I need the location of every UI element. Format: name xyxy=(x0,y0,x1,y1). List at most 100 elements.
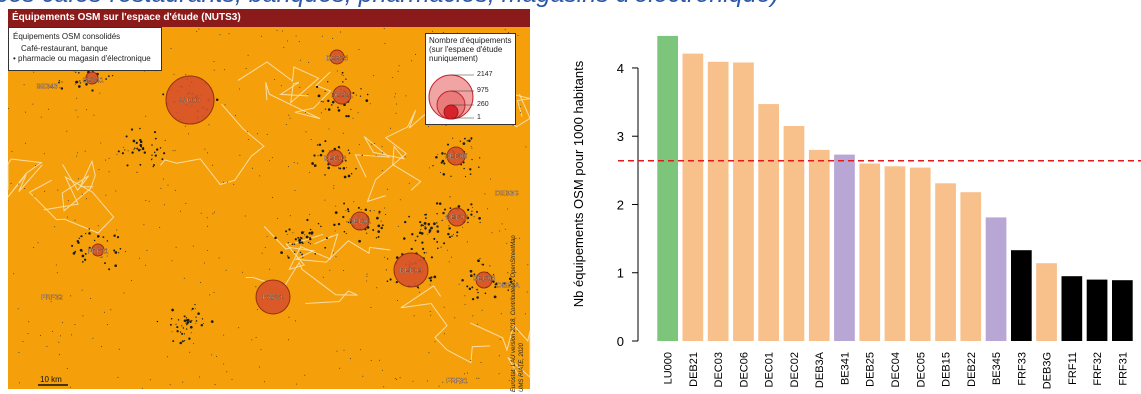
map-equipment-dot xyxy=(153,151,156,154)
map-equipment-dot xyxy=(358,144,360,146)
map-equipment-dot xyxy=(261,35,262,37)
map-equipment-dot xyxy=(192,245,194,247)
map-region-label: DEC06 xyxy=(445,154,468,161)
map-equipment-dot xyxy=(360,349,362,351)
map-equipment-dot xyxy=(429,229,431,231)
map-equipment-dot xyxy=(308,61,310,63)
map-equipment-dot xyxy=(58,81,60,84)
map-equipment-dot xyxy=(408,215,410,218)
map-region-label: FRF11 xyxy=(88,249,109,256)
map-equipment-dot xyxy=(411,60,413,62)
map-equipment-dot xyxy=(471,158,473,161)
map-equipment-dot xyxy=(276,29,278,31)
bar xyxy=(985,217,1007,341)
map-equipment-dot xyxy=(70,295,72,297)
map-equipment-dot xyxy=(428,352,430,354)
map-region-circle xyxy=(475,271,493,289)
map-equipment-dot xyxy=(141,388,143,390)
map-equipment-dot xyxy=(473,273,476,276)
map-equipment-dot xyxy=(60,87,64,90)
map-equipment-dot xyxy=(440,246,442,248)
bar xyxy=(808,149,830,341)
map-equipment-dot xyxy=(182,327,185,329)
y-axis: 0 1 2 3 4 Nb équipements OSM pour 1000 habita… xyxy=(571,60,639,349)
map-equipment-dot xyxy=(366,232,368,234)
map-equipment-dot xyxy=(100,142,102,144)
map-equipment-dot xyxy=(108,75,110,77)
map-equipment-dot xyxy=(212,213,214,215)
map-equipment-dot xyxy=(57,189,59,191)
map-equipment-dot xyxy=(463,167,465,170)
map-equipment-dot xyxy=(152,165,155,168)
map-equipment-dot xyxy=(466,241,468,243)
map-equipment-dot xyxy=(458,283,460,285)
map-equipment-dot xyxy=(432,30,433,32)
map-equipment-dot xyxy=(219,34,221,36)
map-equipment-dot xyxy=(201,318,204,320)
map-equipment-dot xyxy=(366,93,369,96)
map-equipment-dot xyxy=(443,162,446,165)
x-tick-label: DEC01 xyxy=(764,352,776,387)
bar xyxy=(1061,276,1083,341)
map-equipment-dot xyxy=(288,228,291,231)
map-equipment-dot xyxy=(432,165,434,167)
y-tick-label: 4 xyxy=(617,61,624,76)
map-region-label: DEC04 xyxy=(400,268,423,275)
map-equipment-dot xyxy=(308,241,310,244)
x-tick-label: DEB3A xyxy=(814,351,826,388)
map-equipment-dot xyxy=(441,219,443,222)
map-equipment-dot xyxy=(139,149,141,151)
map-equipment-dot xyxy=(410,247,413,251)
map-equipment-dot xyxy=(271,157,273,159)
map-equipment-dot xyxy=(375,237,378,239)
map-equipment-dot xyxy=(294,238,297,241)
map-equipment-dot xyxy=(18,352,20,353)
map-equipment-dot xyxy=(72,252,76,255)
x-tick-label: DEB22 xyxy=(966,352,978,387)
map-equipment-dot xyxy=(139,257,141,259)
size-legend-value: 260 xyxy=(477,101,489,108)
map-equipment-dot xyxy=(40,335,41,337)
map-equipment-dot xyxy=(508,277,512,281)
map-equipment-dot xyxy=(46,345,48,347)
map-equipment-dot xyxy=(183,340,186,342)
map-region-circle xyxy=(85,71,99,85)
map-region-label: DEC01 xyxy=(349,219,372,226)
map-equipment-dot xyxy=(200,323,204,327)
map-equipment-dot xyxy=(71,334,73,336)
map-equipment-dot xyxy=(74,219,76,221)
map-equipment-dot xyxy=(507,289,510,291)
map-equipment-dot xyxy=(139,138,142,142)
map-equipment-dot xyxy=(480,362,482,363)
map-equipment-dot xyxy=(33,247,35,249)
map-equipment-dot xyxy=(340,31,341,33)
bar xyxy=(935,183,956,341)
map-equipment-dot xyxy=(341,74,343,76)
map-equipment-dot xyxy=(179,341,182,345)
map-equipment-dot xyxy=(459,382,461,384)
map-equipment-dot xyxy=(11,150,13,152)
map-equipment-dot xyxy=(417,286,419,289)
map-boundaries xyxy=(7,61,531,379)
map-equipment-dot xyxy=(180,210,181,212)
map-equipment-dot xyxy=(477,291,479,294)
map-equipment-dot xyxy=(492,280,495,283)
map-boundary-line xyxy=(265,71,332,120)
map-equipment-dot xyxy=(86,109,87,111)
map-equipment-dot xyxy=(435,155,438,159)
map-equipment-dot xyxy=(498,373,500,375)
map-equipment-dot xyxy=(228,33,230,35)
map-equipment-dot xyxy=(111,74,114,77)
map-equipment-dot xyxy=(494,286,497,289)
bar xyxy=(909,167,931,341)
map-equipment-dot xyxy=(160,187,162,189)
map-region-circle xyxy=(447,207,467,227)
map-equipment-dot xyxy=(292,232,294,234)
map-equipment-dot xyxy=(334,230,336,232)
map-equipment-dot xyxy=(117,150,120,153)
map-equipment-dot xyxy=(132,139,136,143)
map-equipment-dot xyxy=(309,228,312,231)
map-equipment-dot xyxy=(105,78,107,80)
map-equipment-dot xyxy=(335,205,337,207)
map-equipment-dot xyxy=(391,77,393,78)
